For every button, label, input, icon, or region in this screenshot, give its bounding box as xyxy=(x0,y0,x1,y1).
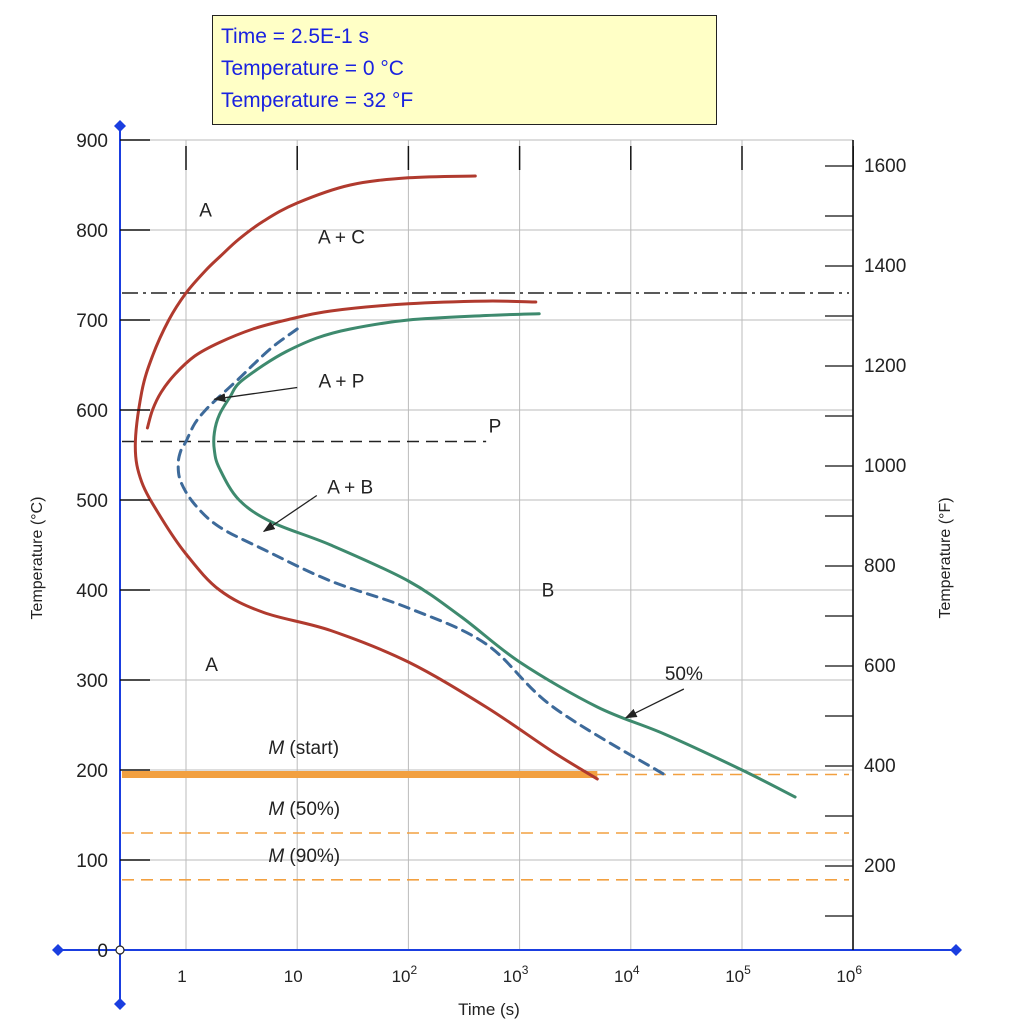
martensite-symbol: M xyxy=(268,799,284,820)
y2-tick-label: 200 xyxy=(864,856,896,877)
x-tick-label: 106 xyxy=(836,963,862,986)
x-axis-left-handle xyxy=(52,944,64,956)
series-curve-1 xyxy=(133,174,599,781)
time-readout: Time = 2.5E-1 s xyxy=(221,25,370,48)
x-tick-label: 102 xyxy=(392,963,418,986)
y-axis-top-handle xyxy=(114,120,126,132)
axes xyxy=(52,120,962,1010)
y-tick-label: 200 xyxy=(76,761,108,782)
region-labels: AA + CA + PPA + BBA 50%M (start)M (50%)M … xyxy=(199,201,703,867)
y-tick-label: 700 xyxy=(76,311,108,332)
martensite-label: M (start) xyxy=(268,738,339,759)
region-label: A + P xyxy=(318,372,364,393)
martensite-qualifier: (90%) xyxy=(284,846,340,867)
x-tick-exponent: 4 xyxy=(633,963,640,977)
grid xyxy=(120,139,854,950)
y2-tick-label: 600 xyxy=(864,656,896,677)
temperature-f-readout: Temperature = 32 °F xyxy=(221,89,414,112)
martensite-qualifier: (start) xyxy=(284,738,339,759)
x-axis-label: Time (s) xyxy=(458,1000,520,1019)
y-tick-label: 400 xyxy=(76,581,108,602)
y-tick-label: 500 xyxy=(76,491,108,512)
origin-marker xyxy=(115,945,125,955)
martensite-symbol: M xyxy=(268,846,284,867)
y2-tick-label: 1000 xyxy=(864,456,906,477)
x-tick-label: 10 xyxy=(284,967,303,986)
region-label: P xyxy=(489,417,502,438)
transformation-curves xyxy=(133,174,797,799)
x-tick-exponent: 2 xyxy=(411,963,418,977)
temperature-c-readout: Temperature = 0 °C xyxy=(221,57,404,80)
y-tick-label: 0 xyxy=(97,941,108,962)
annotation-arrow xyxy=(213,386,298,403)
y-tick-label: 900 xyxy=(76,131,108,152)
y-tick-label: 300 xyxy=(76,671,108,692)
y2-tick-label: 1200 xyxy=(864,356,906,377)
martensite-qualifier: (50%) xyxy=(284,799,340,820)
x-tick-exponent: 3 xyxy=(522,963,529,977)
tick-labels: 0 100 200 300 400 500 600 700 800 900 1 10 102 103 104… xyxy=(76,131,906,986)
x-tick-label: 103 xyxy=(503,963,529,986)
readout-box: Time = 2.5E-1 s Temperature = 0 °C Tempe… xyxy=(212,15,717,125)
y-tick-label: 600 xyxy=(76,401,108,422)
annotation-arrow xyxy=(262,494,318,533)
y-tick-label: 800 xyxy=(76,221,108,242)
region-label: B xyxy=(542,580,555,601)
x-tick-exponent: 5 xyxy=(744,963,751,977)
reference-lines xyxy=(122,292,849,881)
annotation-arrow xyxy=(624,688,685,719)
y-axis-bottom-handle xyxy=(114,998,126,1010)
x-tick-label: 1 xyxy=(177,967,186,986)
y2-tick-label: 800 xyxy=(864,556,896,577)
x-tick-label: 105 xyxy=(725,963,751,986)
martensite-label: M (50%) xyxy=(268,799,340,820)
y-tick-label: 100 xyxy=(76,851,108,872)
region-label: A xyxy=(199,201,212,222)
y-axis-label: Temperature (°C) xyxy=(29,497,46,620)
series-curve-4 xyxy=(212,312,797,799)
y2-axis-label: Temperature (°F) xyxy=(937,497,954,618)
y2-tick-label: 400 xyxy=(864,756,896,777)
series-curve-3 xyxy=(176,327,666,776)
x-axis-right-handle xyxy=(950,944,962,956)
series-curve-2 xyxy=(145,299,538,430)
y2-tick-label: 1400 xyxy=(864,256,906,277)
annotation-arrows xyxy=(213,386,685,719)
region-label: A + C xyxy=(318,228,365,249)
martensite-label: M (90%) xyxy=(268,846,340,867)
x-tick-label: 104 xyxy=(614,963,640,986)
region-label: 50% xyxy=(665,664,703,685)
martensite-symbol: M xyxy=(268,738,284,759)
region-label: A + B xyxy=(327,478,373,499)
region-label: A xyxy=(205,655,218,676)
x-tick-exponent: 6 xyxy=(855,963,862,977)
y2-tick-label: 1600 xyxy=(864,156,906,177)
